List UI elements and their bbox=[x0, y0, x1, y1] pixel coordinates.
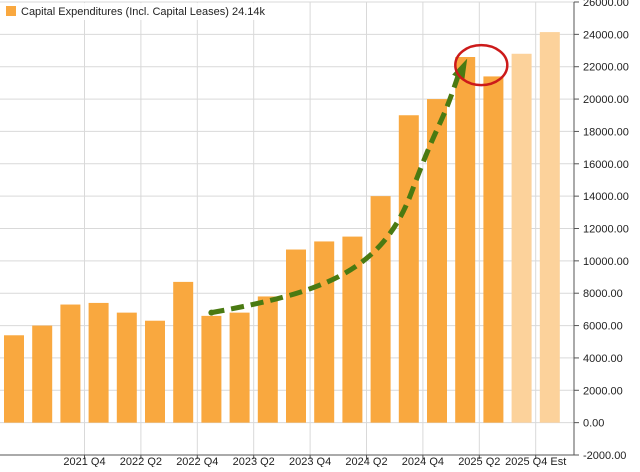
y-tick-label: 22000.00 bbox=[583, 62, 629, 74]
x-tick-label: 2023 Q2 bbox=[233, 456, 275, 467]
x-tick-label: 2023 Q4 bbox=[289, 456, 331, 467]
x-tick-label: 2021 Q4 bbox=[63, 456, 105, 467]
bar bbox=[398, 115, 419, 423]
y-tick-label: 18000.00 bbox=[583, 126, 629, 138]
legend-value: 24.14k bbox=[232, 6, 266, 18]
bar bbox=[427, 99, 447, 423]
y-tick-label: 26000.00 bbox=[583, 0, 629, 9]
trend-arrow-start bbox=[208, 309, 215, 316]
y-tick-label: 14000.00 bbox=[583, 191, 629, 203]
bar bbox=[88, 302, 109, 423]
bar bbox=[229, 312, 250, 423]
y-tick-label: 2000.00 bbox=[583, 385, 623, 397]
legend-label: Capital Expenditures (Incl. Capital Leas… bbox=[21, 6, 265, 18]
x-tick-label: 2025 Q2 bbox=[458, 456, 500, 467]
bar bbox=[60, 304, 81, 423]
legend-swatch bbox=[6, 6, 16, 16]
highlight-ellipse bbox=[454, 43, 509, 87]
y-tick-label: 12000.00 bbox=[583, 224, 629, 236]
bar bbox=[455, 57, 476, 423]
bar bbox=[32, 325, 53, 423]
bar bbox=[4, 335, 24, 423]
bar bbox=[173, 281, 194, 423]
bar bbox=[201, 315, 222, 423]
y-tick-label: -2000.00 bbox=[583, 450, 626, 462]
x-tick-label: 2024 Q2 bbox=[345, 456, 387, 467]
y-tick-label: 16000.00 bbox=[583, 159, 629, 171]
bar bbox=[483, 76, 504, 423]
y-tick-label: 6000.00 bbox=[583, 321, 623, 333]
bar-estimate bbox=[539, 32, 560, 423]
x-tick-label: 2022 Q4 bbox=[176, 456, 218, 467]
bar-estimate bbox=[511, 53, 532, 423]
y-tick-label: 4000.00 bbox=[583, 353, 623, 365]
trend-arrowhead bbox=[452, 58, 468, 81]
bar bbox=[286, 249, 306, 423]
x-tick-label: 2024 Q4 bbox=[402, 456, 444, 467]
legend-box bbox=[2, 3, 260, 20]
bar bbox=[370, 196, 391, 423]
y-tick-label: 20000.00 bbox=[583, 94, 629, 106]
y-tick-label: 8000.00 bbox=[583, 288, 623, 300]
x-tick-label: 2025 Q4 Est bbox=[505, 456, 566, 467]
bar bbox=[342, 236, 363, 423]
bar bbox=[145, 320, 165, 423]
y-tick-label: 0.00 bbox=[583, 418, 604, 430]
y-tick-label: 24000.00 bbox=[583, 29, 629, 41]
trend-arrow-line bbox=[210, 71, 462, 316]
bar bbox=[257, 296, 278, 423]
bar bbox=[116, 312, 137, 423]
y-tick-label: 10000.00 bbox=[583, 256, 629, 268]
bar bbox=[314, 241, 335, 423]
x-tick-label: 2022 Q2 bbox=[120, 456, 162, 467]
